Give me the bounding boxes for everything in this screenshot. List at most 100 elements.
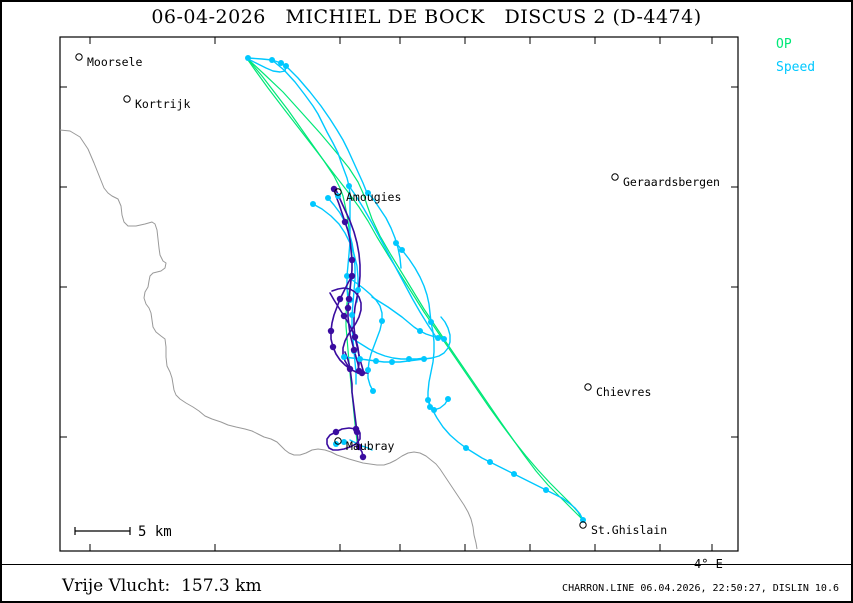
place-markers: Moorsele Kortrijk Amougies Geraardsbergen Ch… [75, 53, 720, 537]
marker-speed-3 [325, 195, 331, 201]
border-line [59, 129, 478, 550]
marker-dark-9 [346, 365, 354, 373]
marker-speed-15 [370, 388, 376, 394]
marker-dark-0 [330, 185, 338, 193]
track-op-seg-0 [247, 59, 359, 449]
place-dot-amougies [334, 188, 342, 196]
legend-item-speed: Speed [776, 60, 816, 75]
flight-distance-label: Vrije Vlucht: 157.3 km [62, 576, 262, 596]
page-title: 06-04-2026 MICHIEL DE BOCK DISCUS 2 (D-4… [151, 6, 702, 28]
marker-dark-7 [340, 312, 348, 320]
marker-speed-16 [417, 328, 423, 334]
region-border-path [59, 129, 478, 550]
track-speed-seg-1 [271, 59, 351, 301]
legend-item-op: OP [776, 37, 792, 52]
marker-speed-12 [355, 287, 361, 293]
marker-speed-24 [421, 356, 427, 362]
x-axis-label: 4° E [694, 557, 723, 571]
marker-dark-3 [345, 295, 353, 303]
marker-speed-7 [399, 247, 405, 253]
place-label-maubray: Maubray [346, 439, 395, 453]
marker-dark-13 [332, 428, 340, 436]
source-credit-label: CHARRON.LINE 06.04.2026, 22:50:27, DISLI… [562, 583, 839, 594]
marker-speed-29 [341, 354, 347, 360]
track-speed-seg-11 [427, 399, 584, 521]
place-dot-moorsele [75, 53, 83, 61]
track-dark-seg-0 [333, 188, 360, 372]
track-speed-seg-5 [367, 192, 402, 269]
place-label-chievres: Chievres [596, 385, 651, 399]
marker-dark-10 [358, 369, 366, 377]
marker-speed-23 [543, 487, 549, 493]
track-dark-lines [326, 188, 369, 458]
place-dot-st.ghislain [579, 521, 587, 529]
place-dot-geraardsbergen [611, 173, 619, 181]
marker-speed-1 [283, 63, 289, 69]
marker-dark-8 [329, 343, 337, 351]
track-speed-seg-2 [285, 65, 368, 194]
marker-dark-6 [348, 272, 356, 280]
marker-dark-4 [350, 346, 358, 354]
marker-dark-12 [355, 443, 363, 451]
track-speed-seg-7 [395, 242, 432, 323]
marker-speed-2 [310, 201, 316, 207]
marker-speed-36 [245, 55, 251, 61]
marker-dark-14 [352, 425, 360, 433]
marker-speed-35 [580, 517, 586, 523]
track-op-seg-1 [249, 60, 583, 520]
place-label-kortrijk: Kortrijk [135, 97, 190, 111]
track-dark-markers [327, 185, 367, 461]
marker-speed-9 [435, 335, 441, 341]
marker-speed-19 [427, 404, 433, 410]
place-dot-kortrijk [123, 95, 131, 103]
marker-speed-18 [445, 396, 451, 402]
plot-frame [59, 36, 739, 552]
marker-speed-8 [428, 319, 434, 325]
marker-dark-18 [351, 333, 359, 341]
marker-speed-21 [487, 459, 493, 465]
place-dot-chievres [584, 383, 592, 391]
track-speed-markers [245, 55, 586, 523]
marker-speed-25 [406, 356, 412, 362]
plot-border [59, 36, 739, 552]
marker-speed-37 [278, 60, 284, 66]
marker-speed-13 [379, 318, 385, 324]
marker-speed-34 [425, 397, 431, 403]
marker-speed-32 [349, 312, 355, 318]
track-dark-seg-2 [331, 287, 362, 367]
marker-dark-2 [348, 256, 356, 264]
scalebar-label: 5 km [138, 524, 172, 540]
marker-speed-20 [463, 445, 469, 451]
marker-speed-4 [346, 183, 352, 189]
place-label-amougies: Amougies [346, 190, 401, 204]
place-label-geraardsbergen: Geraardsbergen [623, 175, 720, 189]
legend: OP Speed [776, 33, 815, 79]
marker-speed-26 [389, 359, 395, 365]
track-op-seg-2 [247, 59, 584, 522]
axis-ticks [60, 37, 738, 551]
marker-dark-17 [327, 327, 335, 335]
marker-dark-16 [336, 295, 344, 303]
marker-speed-0 [269, 57, 275, 63]
marker-dark-1 [341, 218, 349, 226]
marker-dark-15 [359, 453, 367, 461]
marker-speed-6 [393, 240, 399, 246]
marker-dark-19 [344, 304, 352, 312]
marker-speed-14 [365, 367, 371, 373]
marker-speed-5 [365, 190, 371, 196]
place-label-moorsele: Moorsele [87, 55, 142, 69]
track-speed-seg-13 [352, 338, 426, 360]
marker-speed-39 [341, 439, 347, 445]
place-dot-maubray [334, 437, 342, 445]
track-speed-seg-6 [348, 185, 439, 341]
track-speed-seg-10 [427, 321, 449, 411]
track-dark-seg-6 [326, 427, 361, 451]
marker-speed-27 [373, 358, 379, 364]
marker-speed-31 [344, 273, 350, 279]
marker-speed-10 [441, 336, 447, 342]
marker-speed-28 [357, 356, 363, 362]
place-label-st.ghislain: St.Ghislain [591, 523, 667, 537]
marker-speed-22 [511, 471, 517, 477]
